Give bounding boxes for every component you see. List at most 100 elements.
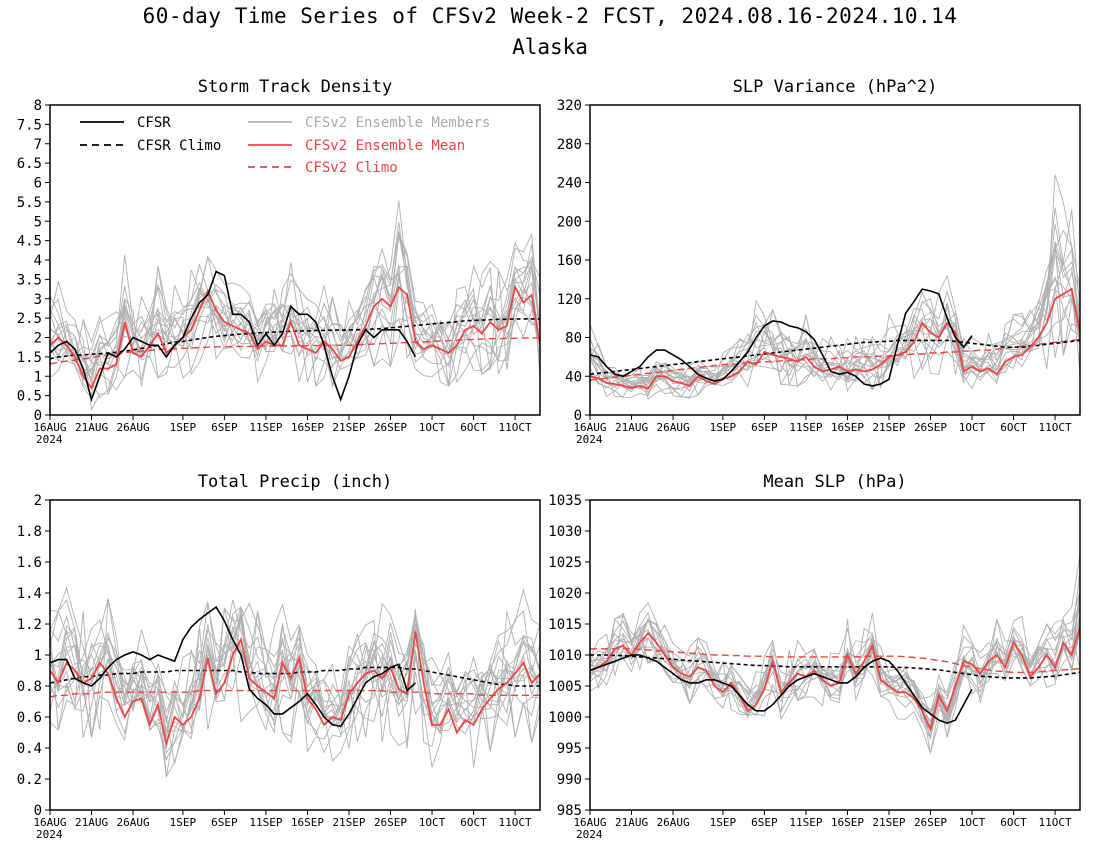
x-tick-label: 11SEP — [249, 816, 282, 829]
cfsr-climo-line — [590, 654, 1080, 679]
y-tick-label: 1025 — [548, 555, 582, 571]
cfsr-line — [50, 270, 417, 403]
x-tick-label: 21AUG — [615, 816, 648, 829]
x-year-label: 2024 — [576, 433, 603, 446]
x-tick-label: 16AUG — [33, 816, 66, 829]
ensemble-member-line — [50, 254, 540, 387]
x-tick-label: 6SEP — [211, 421, 238, 434]
ensemble-member-line — [50, 618, 540, 765]
y-tick-label: 160 — [557, 253, 582, 269]
y-tick-label: 1010 — [548, 648, 582, 664]
y-tick-label: 1015 — [548, 617, 582, 633]
ensemble-member-line — [590, 270, 1080, 392]
y-tick-label: 200 — [557, 214, 582, 230]
ensemble-member-line — [50, 631, 540, 777]
x-tick-label: 26SEP — [374, 421, 407, 434]
y-tick-label: 0.4 — [17, 741, 42, 757]
y-tick-label: 6.5 — [17, 156, 42, 172]
chart-title: Storm Track Density — [198, 77, 392, 97]
x-tick-label: 1SEP — [170, 816, 197, 829]
plot-frame — [49, 104, 541, 416]
ensemble-member-line — [590, 246, 1080, 390]
legend-label: CFSR Climo — [137, 138, 221, 154]
ensemble-member-line — [590, 248, 1080, 398]
y-tick-label: 6 — [34, 176, 42, 192]
cfsr-line — [590, 288, 973, 387]
x-tick-label: 11SEP — [789, 421, 822, 434]
x-tick-label: 21SEP — [872, 816, 905, 829]
ensemble-member-line — [590, 241, 1080, 393]
y-tick-label: 985 — [557, 803, 582, 819]
x-tick-label: 26AUG — [656, 816, 689, 829]
y-tick-label: 2.5 — [17, 311, 42, 327]
chart-title: Total Precip (inch) — [198, 472, 392, 492]
x-tick-label: 16AUG — [573, 816, 606, 829]
x-tick-label: 16SEP — [291, 816, 324, 829]
ensemble-member-line — [50, 255, 540, 387]
legend-label: CFSv2 Climo — [305, 160, 398, 176]
ensemble-member-line — [50, 599, 540, 749]
y-tick-label: 240 — [557, 176, 582, 192]
x-tick-label: 21SEP — [332, 816, 365, 829]
y-tick-label: 3.5 — [17, 272, 42, 288]
x-tick-label: 16AUG — [33, 421, 66, 434]
x-tick-label: 21AUG — [75, 816, 108, 829]
ensemble-member-line — [590, 209, 1080, 387]
y-tick-label: 2 — [34, 493, 42, 509]
x-tick-label: 1OCT — [419, 421, 446, 434]
chart-panel-2: SLP Variance (hPa^2) 0 40 80 120 160 200 240 280… — [557, 77, 1081, 446]
x-tick-label: 6SEP — [751, 421, 778, 434]
y-tick-label: 1005 — [548, 679, 582, 695]
y-tick-label: 7 — [34, 137, 42, 153]
y-tick-label: 1020 — [548, 586, 582, 602]
ensemble-member-line — [590, 572, 1080, 726]
cfsv2-climo-line — [50, 337, 540, 365]
y-tick-label: 0 — [34, 803, 42, 819]
y-tick-label: 0.5 — [17, 389, 42, 405]
plot-frame — [589, 104, 1081, 416]
cfsr-line — [590, 654, 973, 725]
chart-title: SLP Variance (hPa^2) — [733, 77, 938, 97]
ensemble-member-line — [590, 598, 1080, 738]
ensemble-member-line — [590, 624, 1080, 728]
x-year-label: 2024 — [36, 828, 63, 841]
ensemble-mean-line — [590, 626, 1080, 733]
y-tick-label: 2 — [34, 331, 42, 347]
x-tick-label: 11OCT — [499, 421, 532, 434]
y-tick-label: 1030 — [548, 524, 582, 540]
x-tick-label: 21SEP — [332, 421, 365, 434]
ensemble-member-line — [50, 244, 540, 399]
ensemble-mean-line — [50, 284, 540, 390]
figure-subtitle: Alaska — [512, 35, 588, 59]
y-tick-label: 80 — [565, 331, 582, 347]
y-tick-label: 1.6 — [17, 555, 42, 571]
x-tick-label: 1OCT — [959, 816, 986, 829]
x-tick-label: 6OCT — [460, 816, 487, 829]
ensemble-mean-line — [590, 287, 1080, 390]
y-tick-label: 120 — [557, 292, 582, 308]
y-tick-label: 8 — [34, 98, 42, 114]
x-tick-label: 1OCT — [959, 421, 986, 434]
y-tick-label: 0 — [34, 408, 42, 424]
x-tick-label: 16AUG — [573, 421, 606, 434]
y-tick-label: 990 — [557, 772, 582, 788]
x-year-label: 2024 — [36, 433, 63, 446]
ensemble-mean-line — [50, 631, 540, 747]
chart-panel-4: Mean SLP (hPa) 985 990 995 1000 1005 1010 1015 1… — [548, 472, 1081, 841]
plot-frame — [49, 499, 541, 811]
cfsv2-climo-line — [590, 338, 1080, 381]
y-tick-label: 1.4 — [17, 586, 42, 602]
x-tick-label: 26AUG — [116, 816, 149, 829]
legend-label: CFSv2 Ensemble Members — [305, 115, 490, 131]
y-tick-label: 1.2 — [17, 617, 42, 633]
x-tick-label: 1OCT — [419, 816, 446, 829]
y-tick-label: 1000 — [548, 710, 582, 726]
ensemble-member-line — [590, 625, 1080, 739]
x-tick-label: 6OCT — [1000, 421, 1027, 434]
y-tick-label: 5 — [34, 214, 42, 230]
x-tick-label: 26SEP — [374, 816, 407, 829]
legend-label: CFSR — [137, 115, 171, 131]
x-tick-label: 6OCT — [1000, 816, 1027, 829]
